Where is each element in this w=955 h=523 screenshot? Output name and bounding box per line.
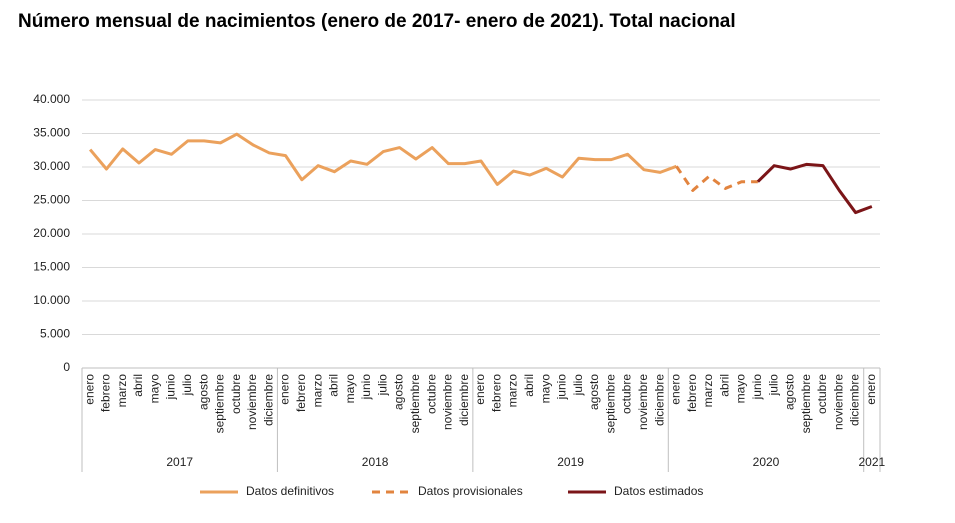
x-tick-label: marzo [506,374,520,408]
x-tick-label: enero [82,374,96,405]
series-line [756,162,873,215]
x-tick-label: agosto [587,374,601,410]
y-tick-label: 30.000 [33,159,70,173]
x-tick-label: abril [522,374,536,397]
y-tick-label: 10.000 [33,293,70,307]
x-tick-label: diciembre [261,374,275,426]
x-tick-label: agosto [783,374,797,410]
x-tick-label: agosto [196,374,210,410]
x-tick-label: julio [375,374,389,397]
x-tick-label: febrero [489,374,503,412]
x-tick-label: octubre [815,374,829,414]
x-tick-label: mayo [343,374,357,404]
x-tick-label: septiembre [213,374,227,434]
x-tick-label: octubre [424,374,438,414]
x-tick-label: enero [669,374,683,405]
x-tick-label: abril [131,374,145,397]
series-line [675,165,758,192]
x-tick-label: noviembre [831,374,845,430]
x-tick-label: noviembre [245,374,259,430]
x-tick-label: mayo [734,374,748,404]
group-label: 2019 [557,455,584,469]
y-tick-label: 5.000 [40,327,70,341]
x-tick-label: marzo [701,374,715,408]
x-tick-label: mayo [538,374,552,404]
x-tick-label: marzo [310,374,324,408]
y-tick-label: 40.000 [33,92,70,106]
y-tick-label: 20.000 [33,226,70,240]
x-tick-label: octubre [229,374,243,414]
x-tick-label: noviembre [636,374,650,430]
x-tick-label: junio [750,374,764,401]
x-tick-label: diciembre [652,374,666,426]
x-tick-label: septiembre [603,374,617,434]
x-tick-label: agosto [392,374,406,410]
chart-title: Número mensual de nacimientos (enero de … [18,11,736,32]
x-tick-label: febrero [294,374,308,412]
x-tick-label: julio [571,374,585,397]
x-tick-label: junio [555,374,569,401]
x-tick-label: junio [359,374,373,401]
x-tick-label: junio [164,374,178,401]
series-line [88,132,677,186]
x-tick-label: mayo [147,374,161,404]
x-tick-label: julio [180,374,194,397]
x-tick-label: diciembre [457,374,471,426]
x-tick-label: julio [766,374,780,397]
y-tick-label: 15.000 [33,260,70,274]
y-tick-label: 35.000 [33,126,70,140]
x-tick-label: enero [864,374,878,405]
x-tick-label: febrero [685,374,699,412]
x-tick-label: marzo [115,374,129,408]
x-tick-label: noviembre [441,374,455,430]
group-label: 2017 [166,455,193,469]
x-tick-label: enero [278,374,292,405]
legend-label: Datos provisionales [418,484,523,498]
legend-label: Datos definitivos [246,484,334,498]
group-label: 2021 [859,455,886,469]
x-tick-label: abril [717,374,731,397]
x-tick-label: septiembre [799,374,813,434]
x-tick-label: enero [473,374,487,405]
y-tick-label: 25.000 [33,193,70,207]
x-tick-label: abril [327,374,341,397]
group-label: 2018 [362,455,389,469]
x-tick-label: diciembre [848,374,862,426]
y-tick-label: 0 [63,360,70,374]
x-tick-label: septiembre [408,374,422,434]
group-label: 2020 [753,455,780,469]
legend-label: Datos estimados [614,484,703,498]
x-tick-label: octubre [620,374,634,414]
x-tick-label: febrero [99,374,113,412]
